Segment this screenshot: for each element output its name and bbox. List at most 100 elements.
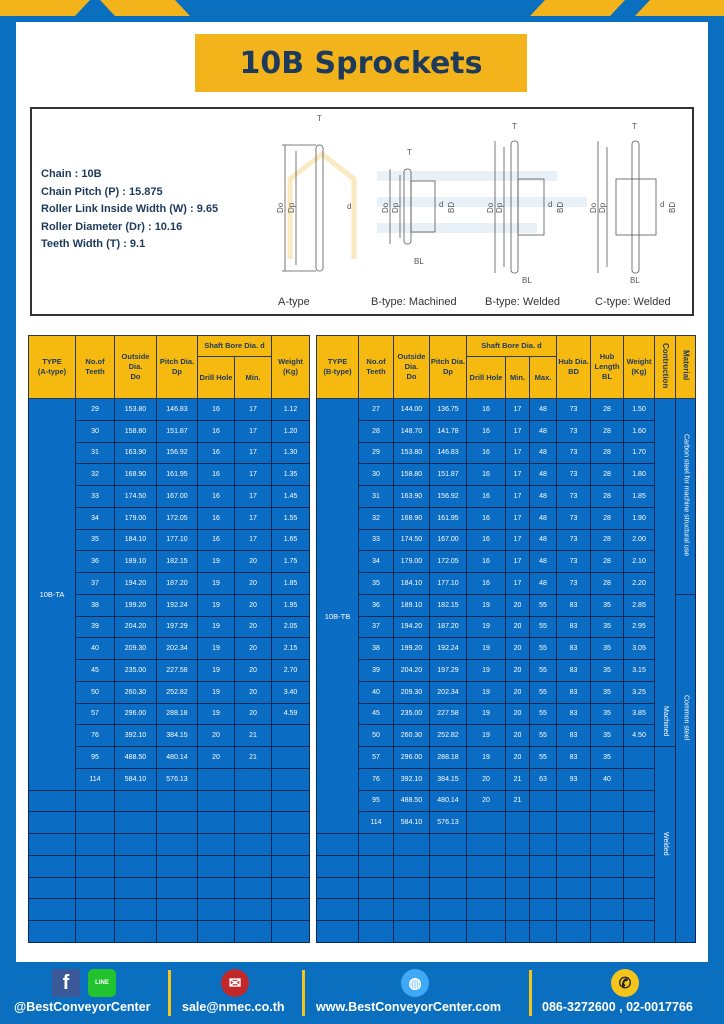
table-cell	[466, 876, 506, 900]
chain-specs: Chain : 10B Chain Pitch (P) : 15.875 Rol…	[41, 166, 218, 254]
table-cell: 189.10	[114, 550, 157, 573]
table-cell	[75, 811, 115, 834]
table-row	[28, 833, 310, 856]
table-cell: 20	[505, 724, 530, 747]
table-cell: 20	[234, 593, 272, 617]
table-cell: 141.78	[429, 419, 467, 443]
website-link[interactable]: www.BestConveyorCenter.com	[316, 1000, 502, 1014]
table-cell: 1.50	[623, 398, 656, 421]
table-cell	[234, 854, 272, 878]
table-cell: 73	[556, 506, 592, 530]
table-cell: 73	[556, 550, 592, 573]
table-cell: 36	[358, 593, 394, 617]
table-cell	[590, 811, 625, 834]
table-cell: 136.75	[429, 398, 467, 421]
email-icon[interactable]: ✉	[221, 969, 249, 997]
table-cell	[271, 833, 310, 856]
email-link[interactable]: sale@nmec.co.th	[182, 1000, 285, 1014]
table-cell	[114, 789, 157, 813]
table-cell: 31	[75, 441, 115, 465]
table-cell: 28	[358, 419, 394, 443]
table-cell: 146.83	[429, 441, 467, 465]
table-cell: 1.65	[271, 528, 310, 552]
table-row	[316, 833, 696, 856]
table-cell: 38	[75, 593, 115, 617]
table-cell	[75, 920, 115, 943]
table-cell: 184.10	[393, 572, 430, 595]
table-cell	[556, 811, 592, 834]
table-cell	[114, 811, 157, 834]
table-cell: 21	[234, 746, 272, 769]
header-type: TYPE (A-type)	[28, 335, 76, 399]
table-cell: 28	[590, 572, 625, 595]
table-cell: 35	[590, 746, 625, 769]
table-cell: 2.05	[271, 615, 310, 639]
social-handle[interactable]: @BestConveyorCenter	[14, 1000, 151, 1014]
table-cell	[429, 876, 467, 900]
table-row: 40 209.30 202.34 19 20 55 83 35 3.25	[317, 680, 696, 704]
table-row: 30 158.80 151.87 16 17 48 73 28 1.80	[317, 463, 696, 486]
table-cell: 168.90	[393, 506, 430, 530]
globe-icon[interactable]: ◍	[401, 969, 429, 997]
label-do: Do	[589, 202, 598, 213]
facebook-icon[interactable]: f	[52, 969, 80, 997]
table-cell	[114, 920, 157, 943]
table-cell	[197, 833, 235, 856]
table-cell: 20	[505, 615, 530, 639]
table-cell	[234, 920, 272, 943]
table-cell: 3.05	[623, 637, 656, 660]
table-cell	[393, 854, 430, 878]
header-drill-hole: Drill Hole	[197, 356, 235, 399]
table-cell: 16	[466, 572, 506, 595]
phone-icon[interactable]: ✆	[611, 969, 639, 997]
table-cell: 488.50	[114, 746, 157, 769]
table-cell: 163.90	[393, 485, 430, 508]
table-cell: 174.50	[114, 485, 157, 508]
table-cell: 73	[556, 441, 592, 465]
table-cell: 1.85	[271, 572, 310, 595]
header-shaft-bore: Shaft Bore Dia. d	[197, 335, 272, 357]
table-cell	[466, 833, 506, 856]
table-cell: 19	[466, 659, 506, 682]
table-cell: 20	[234, 659, 272, 682]
table-cell: 17	[234, 463, 272, 486]
line-icon[interactable]: LINE	[88, 969, 116, 997]
construction-label: Welded	[662, 831, 670, 856]
table-cell: 3.85	[623, 702, 656, 726]
spec-chain: Chain : 10B	[41, 168, 102, 180]
table-cell: 2.70	[271, 659, 310, 682]
table-cell: 83	[556, 637, 592, 660]
decor-stripe	[0, 0, 90, 16]
table-cell: 31	[358, 485, 394, 508]
label-dp: Dp	[287, 202, 296, 213]
table-cell: 28	[590, 463, 625, 486]
table-cell: 584.10	[393, 811, 430, 834]
table-cell	[505, 854, 530, 878]
phone-numbers[interactable]: 086-3272600 , 02-0017766	[542, 1000, 693, 1014]
table-cell: 20	[505, 702, 530, 726]
watermark-emblem	[287, 150, 357, 259]
table-cell: 83	[556, 593, 592, 617]
table-cell: 184.10	[114, 528, 157, 552]
table-row	[316, 920, 696, 943]
table-cell	[528, 876, 558, 900]
table-cell: 50	[358, 724, 394, 747]
table-cell	[271, 811, 310, 834]
table-cell	[505, 876, 530, 900]
material-carbon-steel: Carbon steel for machine structural use	[675, 398, 697, 595]
table-cell: 93	[556, 767, 592, 791]
table-cell	[528, 789, 558, 813]
table-cell	[623, 854, 656, 878]
table-cell: 20	[234, 702, 272, 726]
table-cell	[528, 811, 558, 834]
label-bl: BL	[414, 257, 424, 266]
table-cell: 55	[528, 680, 558, 704]
table-cell	[28, 898, 76, 921]
caption-b-welded: B-type: Welded	[485, 296, 561, 308]
table-cell	[271, 724, 310, 747]
table-cell: 260.30	[393, 724, 430, 747]
table-row: 114 584.10 576.13	[317, 811, 696, 834]
label-bl: BL	[522, 276, 532, 285]
label-dp: Dp	[598, 202, 607, 213]
table-cell: 20	[505, 680, 530, 704]
